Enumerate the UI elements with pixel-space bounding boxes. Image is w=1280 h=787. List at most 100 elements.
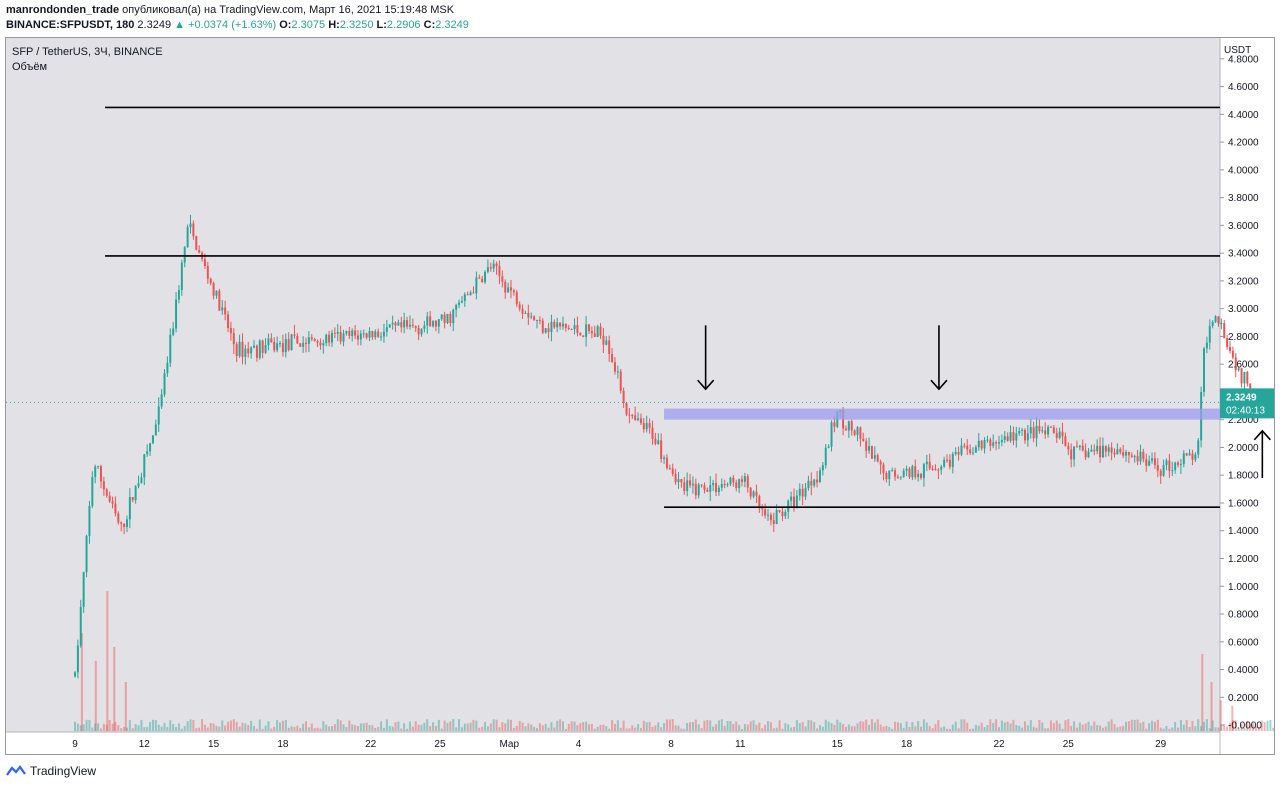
volume-bar [371,725,374,731]
volume-bar [717,720,720,731]
candle-body [931,468,934,470]
volume-bar [475,720,478,731]
chart-frame[interactable]: USDT 4.8000 4.6000 4.4000 4.2000 4.0000 3.8000… [5,37,1275,755]
candle-body [792,496,795,508]
price-badge [1220,388,1274,419]
volume-bar [1070,725,1073,731]
volume-bar [1009,723,1012,731]
candle-body [267,338,270,346]
candle-body [253,345,256,348]
candle-body [388,324,391,328]
candle-body [377,331,380,337]
volume-bar [827,721,830,731]
candle-body [553,321,556,328]
candle-body [686,480,689,492]
candle-body [99,466,102,482]
candle-body [463,294,466,301]
volume-bar [1205,719,1208,731]
volume-bar [948,728,951,731]
volume-bar [524,726,527,731]
volume-bar [276,719,279,731]
volume-bar [1029,720,1032,731]
volume-bar [1023,721,1026,731]
volume-bar [333,724,336,731]
candle-body [538,319,541,321]
volume-bar [1171,727,1174,731]
footer-brand[interactable]: TradingView [6,764,96,778]
candle-body [787,500,790,512]
candle-body [1234,357,1237,371]
volume-spike [1210,682,1213,731]
volume-bar [735,721,738,731]
author-name[interactable]: manrondonden_trade [6,4,120,16]
volume-bar [966,722,969,731]
candle-body [356,335,359,340]
candle-body [437,319,440,327]
volume-bar [850,726,853,731]
volume-bar [380,721,383,731]
volume-bar [215,725,218,731]
volume-bar [781,728,784,731]
candle-body [224,307,227,315]
candle-body [1064,436,1067,447]
candle-body [1067,446,1070,450]
volume-bar [1272,727,1274,731]
candle-body [229,328,232,334]
candle-body [1188,453,1191,456]
candle-body [590,331,593,334]
volume-bar [582,722,585,731]
volume-bar [590,723,593,731]
volume-bar [998,727,1000,731]
candle-body [989,439,992,446]
candle-body [342,333,345,342]
volume-bar [339,720,342,731]
volume-bar [908,726,911,731]
chart-legend-title: SFP / TetherUS, 3Ч, BINANCE [12,46,163,58]
volume-bar [359,723,362,731]
volume-bar [732,723,735,731]
candle-body [645,423,648,430]
volume-bar [293,727,296,731]
volume-bar [492,719,495,731]
volume-bar [972,728,975,731]
volume-bar [1165,726,1168,731]
volume-bar [920,726,923,731]
candle-body [691,483,694,486]
y-tick-label: 3.0000 [1228,304,1259,315]
y-tick-label: 0.2000 [1228,693,1259,704]
candle-body [330,332,333,343]
volume-bar [634,727,637,731]
volume-bar [1185,720,1188,731]
volume-bar [746,724,749,731]
candle-body [602,335,605,345]
volume-bar [1151,720,1154,731]
candle-body [1029,427,1032,434]
candle-body [668,468,671,470]
candle-body [1021,429,1024,431]
candle-body [420,328,423,335]
volume-bar [218,726,221,731]
volume-bar [709,720,712,731]
candle-body [1035,425,1038,439]
volume-bar [541,725,544,731]
volume-bar [787,724,790,731]
candle-body [850,421,853,431]
volume-bar [807,719,810,731]
candle-body [654,438,657,444]
candle-body [816,479,819,483]
volume-bar [408,721,411,731]
volume-bar [406,728,409,731]
volume-bar [296,725,299,731]
candle-body [1026,433,1029,441]
volume-bar [573,721,576,731]
candle-body [284,339,287,353]
volume-bar [862,721,865,731]
volume-bar [512,728,515,731]
volume-bar [247,725,250,731]
candle-body [512,290,515,293]
volume-bar [587,724,590,731]
y-tick-label: 1.6000 [1228,498,1259,509]
candle-body [504,281,507,293]
